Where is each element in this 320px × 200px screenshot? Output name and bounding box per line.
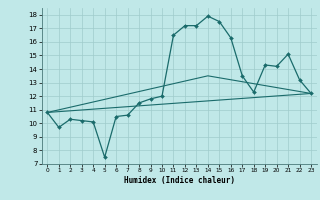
X-axis label: Humidex (Indice chaleur): Humidex (Indice chaleur) [124, 176, 235, 185]
